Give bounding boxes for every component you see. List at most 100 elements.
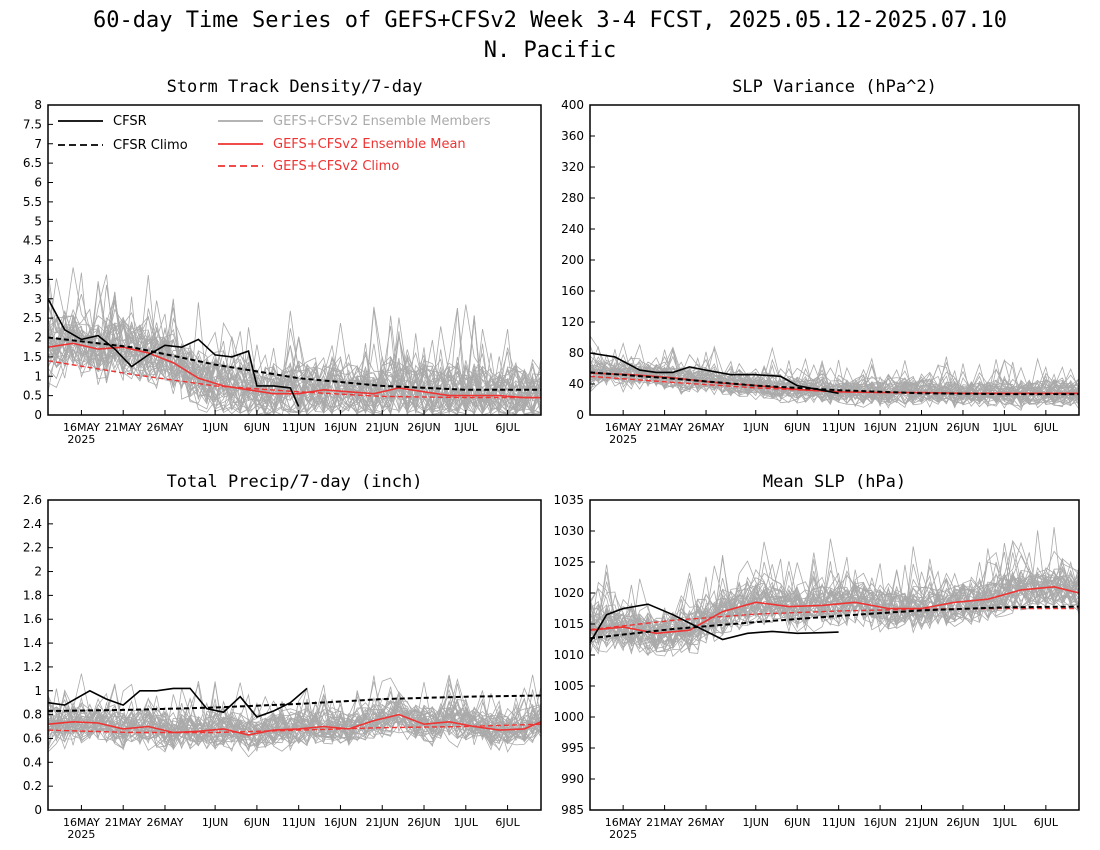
ensemble-mean-line [48, 713, 541, 736]
x-tick-label: 1JUL [454, 816, 479, 829]
y-tick-label: 280 [561, 191, 584, 205]
y-tick-label: 120 [561, 315, 584, 329]
y-tick-label: 2 [34, 331, 42, 345]
x-tick-label: 26MAY [147, 816, 184, 829]
y-tick-label: 1.2 [23, 660, 42, 674]
panel-3: Total Precip/7-day (inch)00.20.40.60.811… [23, 472, 542, 841]
cfsr-climo-line [48, 336, 541, 391]
y-tick-label: 995 [561, 741, 584, 755]
ensemble-member-line [48, 307, 541, 415]
x-tick-label: 21MAY [646, 421, 683, 434]
y-tick-label: 0 [576, 408, 584, 422]
y-tick-label: 0.2 [23, 779, 42, 793]
y-tick-label: 4 [34, 253, 42, 267]
y-tick-label: 2.4 [23, 517, 42, 531]
ensemble-mean-line [590, 585, 1079, 635]
y-tick-label: 1035 [553, 493, 584, 507]
x-tick-label: 26JUN [946, 816, 980, 829]
ensemble-member-line [48, 705, 541, 747]
ensemble-member-line [590, 557, 1079, 645]
ensemble-member-line [48, 696, 541, 749]
y-tick-label: 1.8 [23, 588, 42, 602]
y-tick-label: 360 [561, 129, 584, 143]
x-tick-label: 16JUN [324, 816, 358, 829]
gefs-climo-line [590, 607, 1079, 631]
x-tick-label: 1JUN [202, 816, 229, 829]
y-tick-label: 1020 [553, 586, 584, 600]
x-tick-label: 1JUL [992, 816, 1017, 829]
x-tick-label: 11JUN [282, 816, 316, 829]
x-tick-label: 6JUN [784, 816, 811, 829]
ensemble-member-line [590, 550, 1079, 653]
y-tick-label: 0.8 [23, 708, 42, 722]
x-tick-label: 11JUN [822, 816, 856, 829]
y-tick-label: 985 [561, 803, 584, 817]
cfsr-line [590, 352, 839, 395]
ensemble-members [48, 267, 541, 415]
x-tick-label: 6JUL [495, 816, 520, 829]
x-tick-label: 16JUN [863, 421, 897, 434]
figure-title: 60-day Time Series of GEFS+CFSv2 Week 3-… [93, 8, 1007, 33]
panel-title: Mean SLP (hPa) [763, 472, 906, 492]
plot-frame [47, 499, 542, 811]
x-tick-label: 16JUN [324, 421, 358, 434]
ensemble-mean-line [48, 342, 541, 399]
y-tick-label: 200 [561, 253, 584, 267]
panel-4: Mean SLP (hPa) 985 990 995 1000 1005 1010 1015 1… [553, 472, 1080, 841]
y-tick-label: 160 [561, 284, 584, 298]
x-tick-label: 21JUN [905, 816, 939, 829]
x-tick-label: 21JUN [365, 421, 399, 434]
y-tick-label: 2.5 [23, 311, 42, 325]
panel-2: SLP Variance (hPa^2) 0 40 80 120 160 200 240 280… [561, 77, 1080, 446]
y-tick-label: 0.6 [23, 731, 42, 745]
x-tick-label: 11JUN [282, 421, 316, 434]
panels-group: Storm Track Density/7-day 0 0.5 1 1.5 2 2.5 3 3.… [23, 77, 1080, 841]
legend-cfsr-climo: CFSR Climo [113, 138, 188, 153]
ensemble-member-line [48, 695, 541, 748]
x-tick-label: 21MAY [105, 421, 142, 434]
x-tick-label: 6JUN [244, 816, 271, 829]
x-tick-label: 1JUL [992, 421, 1017, 434]
legend: CFSR CFSR Climo GEFS+CFSv2 Ensemble Member… [58, 114, 491, 174]
x-tick-label: 26MAY [147, 421, 184, 434]
x-tick-label: 6JUL [495, 421, 520, 434]
x-tick-label: 1JUN [742, 421, 769, 434]
legend-gefs-climo: GEFS+CFSv2 Climo [273, 159, 399, 174]
x-tick-label: 21JUN [365, 816, 399, 829]
y-tick-label: 1.6 [23, 612, 42, 626]
y-tick-label: 1.5 [23, 350, 42, 364]
x-tick-label: 6JUL [1034, 421, 1059, 434]
y-tick-label: 0.5 [23, 389, 42, 403]
y-tick-label: 6.5 [23, 156, 42, 170]
y-tick-label: 1015 [553, 617, 584, 631]
ensemble-member-line [48, 296, 541, 415]
y-tick-label: 7.5 [23, 117, 42, 131]
x-year-label: 2025 [609, 433, 637, 446]
y-tick-label: 8 [34, 98, 42, 112]
x-tick-label: 1JUL [454, 421, 479, 434]
cfsr-climo-line [590, 605, 1079, 640]
y-tick-label: 1000 [553, 710, 584, 724]
ensemble-member-line [48, 690, 541, 752]
x-year-label: 2025 [67, 828, 95, 841]
panel-1: Storm Track Density/7-day 0 0.5 1 1.5 2 2.5 3 3.… [23, 77, 542, 446]
x-tick-label: 1JUN [742, 816, 769, 829]
gefs-climo-line [48, 360, 541, 399]
y-tick-label: 40 [569, 377, 584, 391]
y-tick-label: 1.4 [23, 636, 42, 650]
y-tick-label: 2.2 [23, 541, 42, 555]
y-tick-label: 990 [561, 772, 584, 786]
x-tick-label: 21MAY [105, 816, 142, 829]
x-tick-label: 16MAY [605, 421, 642, 434]
ensemble-member-line [590, 552, 1079, 649]
y-tick-label: 4.5 [23, 234, 42, 248]
y-tick-label: 7 [34, 137, 42, 151]
cfsr-climo-line [590, 371, 1079, 396]
plot-frame [589, 499, 1080, 811]
x-year-label: 2025 [609, 828, 637, 841]
ensemble-member-line [590, 348, 1079, 410]
x-tick-label: 21MAY [646, 816, 683, 829]
legend-cfsr: CFSR [113, 114, 147, 129]
y-tick-label: 6 [34, 176, 42, 190]
cfsr-line [590, 603, 839, 644]
